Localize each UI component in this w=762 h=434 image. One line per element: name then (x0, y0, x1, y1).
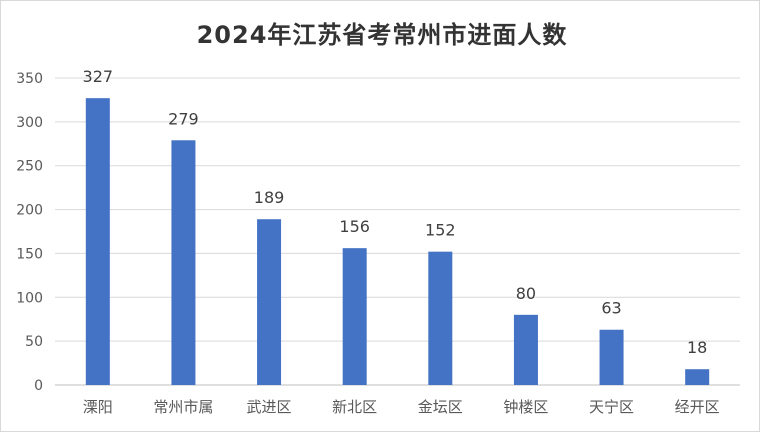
y-tick-label: 150 (16, 246, 43, 262)
x-tick-label: 经开区 (675, 398, 720, 416)
y-tick-label: 300 (16, 115, 43, 131)
data-label: 327 (83, 67, 114, 86)
y-tick-label: 200 (16, 203, 43, 219)
data-label: 279 (168, 109, 199, 128)
y-tick-label: 50 (25, 334, 43, 350)
data-label: 156 (339, 217, 370, 236)
data-label: 189 (254, 188, 285, 207)
x-tick-label: 武进区 (247, 398, 292, 416)
data-label: 152 (425, 221, 456, 240)
chart-title: 2024年江苏省考常州市进面人数 (196, 21, 568, 49)
y-tick-label: 350 (16, 71, 43, 87)
bar (171, 140, 196, 385)
y-tick-label: 100 (16, 290, 43, 306)
bar (342, 248, 367, 385)
data-label: 18 (687, 338, 707, 357)
x-tick-label: 金坛区 (418, 398, 463, 416)
bar (257, 219, 282, 385)
bar (85, 98, 110, 385)
x-tick-label: 溧阳 (83, 398, 113, 416)
data-label: 80 (516, 284, 536, 303)
x-tick-label: 钟楼区 (503, 398, 548, 416)
bar (428, 251, 453, 385)
bar (513, 314, 538, 385)
data-label: 63 (601, 299, 621, 318)
x-tick-label: 新北区 (332, 398, 377, 416)
x-tick-label: 常州市属 (153, 398, 213, 416)
y-tick-label: 0 (34, 378, 43, 394)
bar (599, 329, 624, 385)
y-tick-label: 250 (16, 159, 43, 175)
bar (685, 369, 710, 385)
x-tick-label: 天宁区 (589, 398, 634, 416)
